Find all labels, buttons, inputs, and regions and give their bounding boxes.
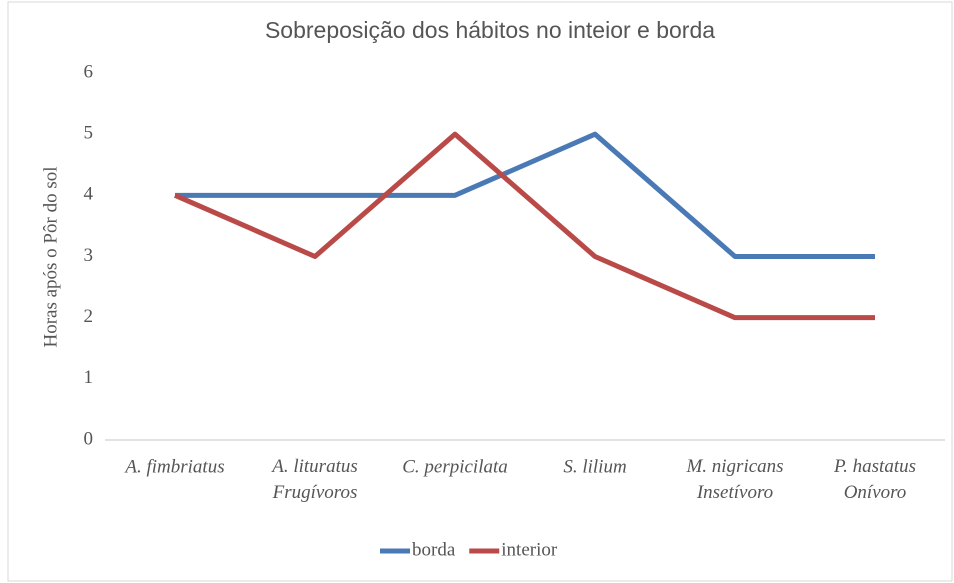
y-axis-label: Horas após o Pôr do sol: [40, 166, 61, 347]
x-tick-label: A. lituratus Frugívoros: [270, 456, 358, 503]
y-tick-label: 3: [84, 245, 94, 266]
x-tick-label: P. hastatus Onívoro: [833, 456, 916, 503]
legend-label: borda: [412, 539, 456, 560]
y-tick-label: 2: [84, 306, 94, 327]
y-tick-label: 6: [84, 61, 94, 82]
x-tick-label: A. fimbriatus: [123, 456, 224, 477]
x-tick-label: M. nigricans Insetívoro: [685, 456, 783, 503]
y-tick-label: 4: [84, 184, 94, 205]
chart-title: Sobreposição dos hábitos no inteior e bo…: [265, 17, 715, 43]
y-tick-label: 0: [84, 428, 94, 449]
x-tick-label: S. lilium: [563, 456, 626, 477]
chart-frame: [7, 1, 953, 582]
y-tick-label: 1: [84, 367, 94, 388]
line-series: [175, 131, 875, 259]
x-tick-label: C. perpicilata: [402, 456, 508, 477]
y-tick-label: 5: [84, 123, 94, 144]
legend-label: interior: [501, 539, 558, 560]
line-series: [173, 131, 875, 321]
